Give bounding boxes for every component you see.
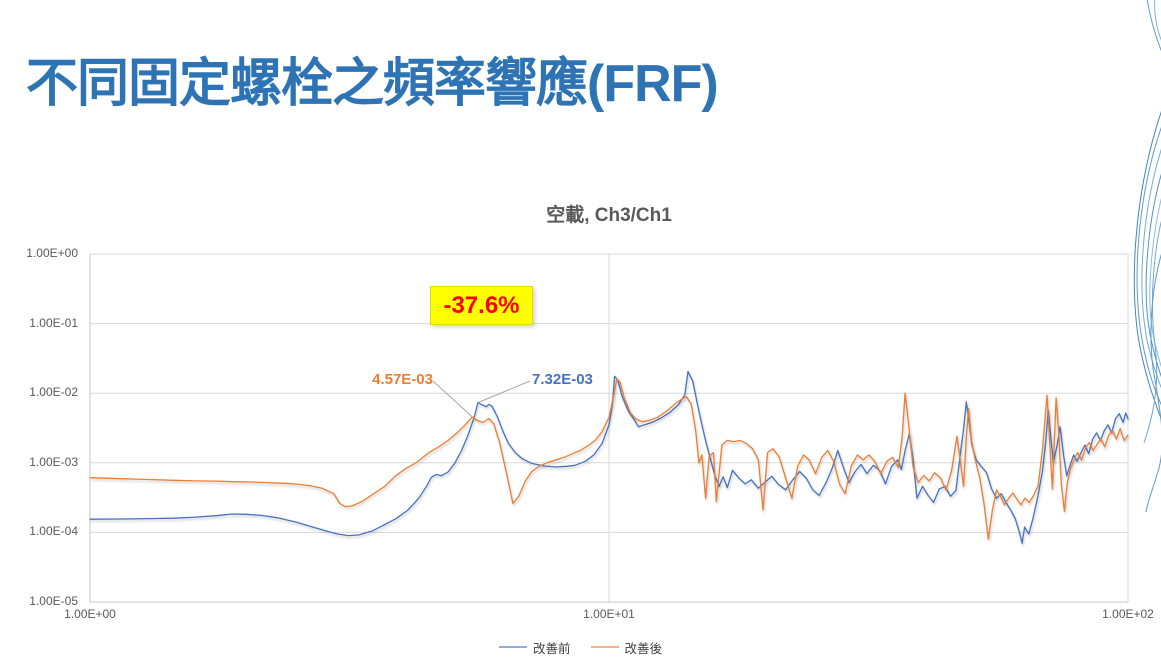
chart-title: 空載, Ch3/Ch1 [546, 205, 672, 226]
x-tick-label: 1.00E+01 [583, 607, 635, 621]
annotation-box: -37.6% [430, 286, 533, 325]
decorative-wave-graphic [1133, 0, 1161, 513]
x-tick-label: 1.00E+00 [64, 607, 116, 621]
series-line-改善前 [89, 370, 1129, 544]
y-tick-label: 1.00E-03 [29, 454, 78, 469]
legend-label: 改善後 [624, 641, 663, 656]
legend-label: 改善前 [532, 641, 571, 656]
chart-series-lines [89, 370, 1129, 544]
y-tick-label: 1.00E-04 [29, 524, 78, 539]
annotation-text: -37.6% [443, 291, 520, 319]
legend-line-swatch [498, 645, 527, 649]
y-tick-label: 1.00E-02 [29, 385, 78, 400]
legend-line-swatch [590, 645, 619, 649]
y-tick-label: 1.00E+00 [26, 246, 78, 260]
data-label-before-peak: 7.32E-03 [532, 371, 593, 388]
legend-item-改善後: 改善後 [590, 638, 663, 657]
slide-title: 不同固定螺栓之頻率響應(FRF) [26, 54, 719, 113]
legend-item-改善前: 改善前 [498, 638, 571, 657]
x-tick-label: 1.00E+02 [1102, 607, 1154, 621]
series-line-改善後 [89, 378, 1129, 540]
y-tick-label: 1.00E-01 [29, 315, 78, 330]
data-label-callout-lines [432, 380, 531, 418]
y-tick-label: 1.00E-05 [29, 594, 78, 608]
data-label-after-peak: 4.57E-03 [372, 371, 433, 388]
chart-gridlines [89, 253, 1129, 603]
chart-legend: 改善前 改善後 [0, 636, 1161, 658]
